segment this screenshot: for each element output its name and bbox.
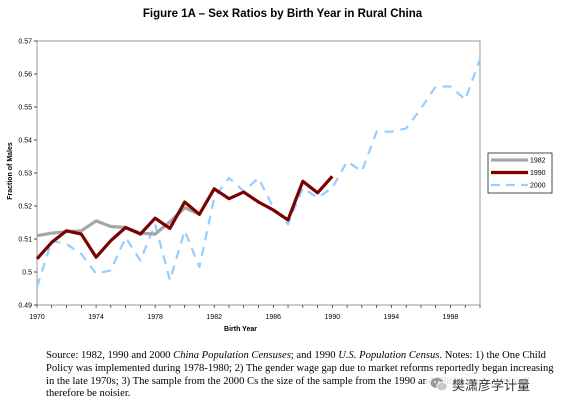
x-tick-label: 1974 <box>88 314 104 321</box>
x-tick-label: 1998 <box>443 314 459 321</box>
y-tick-label: 0.57 <box>18 39 32 46</box>
x-axis-title: Birth Year <box>224 326 257 333</box>
y-tick-label: 0.53 <box>18 171 32 178</box>
note-text-3: . Notes: 1) the One Child Policy was imp… <box>46 350 554 387</box>
watermark: 樊潇彦学计量 <box>426 374 535 395</box>
wechat-icon <box>430 377 448 392</box>
x-tick-label: 1970 <box>29 314 45 321</box>
watermark-text: 樊潇彦学计量 <box>452 379 531 394</box>
series-line-2000 <box>35 58 482 288</box>
note-text-4: s the size of the sample from the 1990 a… <box>46 375 531 400</box>
y-tick-label: 0.55 <box>18 105 32 112</box>
y-axis-title: Fraction of Males <box>7 142 14 200</box>
x-tick-label: 1994 <box>384 314 400 321</box>
y-tick-label: 0.52 <box>18 204 32 211</box>
plot-area <box>36 40 481 306</box>
y-tick-label: 0.51 <box>18 237 32 244</box>
legend-label-1990: 1990 <box>530 170 546 177</box>
y-tick-label: 0.56 <box>18 72 32 79</box>
y-tick-label: 0.5 <box>22 270 32 277</box>
chart-title: Figure 1A – Sex Ratios by Birth Year in … <box>142 8 423 20</box>
note-italic-1: China Population Censuses <box>173 350 291 361</box>
note-text-1: Source: 1982, 1990 and 2000 <box>46 350 174 361</box>
x-tick-label: 1978 <box>147 314 163 321</box>
y-tick-label: 0.54 <box>18 138 32 145</box>
legend-label-1982: 1982 <box>530 158 546 165</box>
legend-label-2000: 2000 <box>530 183 546 190</box>
source-note: Source: 1982, 1990 and 2000 China Popula… <box>46 350 556 401</box>
note-text-2: ; and 1990 <box>290 350 339 361</box>
series-line-1990 <box>35 175 334 260</box>
x-tick-label: 1986 <box>265 314 281 321</box>
note-italic-2: U.S. Population Census <box>338 350 440 361</box>
x-tick-label: 1990 <box>325 314 341 321</box>
x-tick-label: 1982 <box>206 314 222 321</box>
y-tick-label: 0.49 <box>18 303 32 310</box>
